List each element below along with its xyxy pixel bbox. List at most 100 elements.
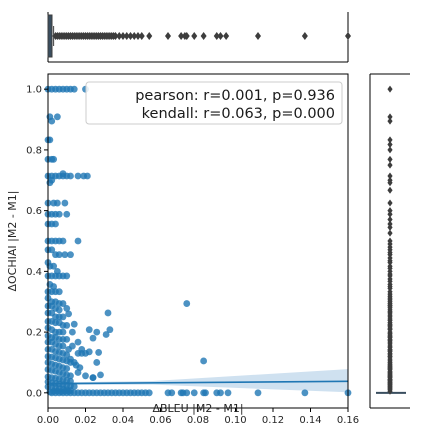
marginal-y-outlier bbox=[387, 85, 393, 93]
regression-line bbox=[47, 380, 349, 385]
correlation-annotation: pearson: r=0.001, p=0.936 kendall: r=0.0… bbox=[85, 81, 343, 125]
marginal-y-boxplot bbox=[376, 85, 406, 395]
scatter-point bbox=[70, 320, 78, 328]
scatter-point bbox=[63, 305, 71, 312]
scatter-point bbox=[63, 335, 71, 343]
scatter-point bbox=[74, 338, 82, 346]
scatter-point bbox=[63, 365, 71, 372]
scatter-point bbox=[82, 349, 89, 357]
scatter-point bbox=[95, 349, 103, 356]
marginal-x-boxplot bbox=[47, 14, 351, 58]
scatter-point bbox=[55, 288, 63, 296]
marginal-y-outlier bbox=[387, 113, 393, 121]
marginal-x-outlier bbox=[165, 32, 171, 40]
marginal-y-outlier bbox=[387, 229, 393, 237]
scatter-point bbox=[145, 389, 153, 397]
x-axis-ticks: 0.00 0.02 0.04 0.06 0.08 0.10 0.12 0.14 0.16 bbox=[37, 408, 359, 423]
x-tick-label: 0.16 bbox=[337, 415, 359, 423]
marginal-y-outlier bbox=[387, 140, 393, 148]
scatter-point bbox=[104, 309, 112, 317]
y-tick-label: 0.6 bbox=[26, 206, 42, 217]
marginal-y-outlier bbox=[387, 223, 393, 231]
scatter-point bbox=[190, 389, 198, 397]
marginal-y-outlier bbox=[387, 207, 393, 215]
scatter-point bbox=[200, 357, 208, 365]
scatter-point bbox=[48, 246, 56, 254]
marginal-x-outlier bbox=[146, 32, 153, 40]
scatter-point bbox=[93, 328, 101, 336]
y-tick-label: 0.0 bbox=[26, 388, 42, 399]
scatter-point bbox=[83, 172, 91, 180]
scatter-point bbox=[72, 361, 80, 369]
marginal-x-outlier bbox=[345, 32, 351, 40]
annotation-pearson: pearson: r=0.001, p=0.936 bbox=[135, 88, 335, 104]
y-tick-label: 0.8 bbox=[26, 145, 42, 156]
y-axis-ticks: 0.0 0.2 0.4 0.6 0.8 1.0 bbox=[26, 85, 48, 399]
y-tick-label: 1.0 bbox=[26, 85, 42, 96]
marginal-x-outlier bbox=[301, 32, 308, 40]
marginal-y-outlier bbox=[387, 172, 393, 180]
x-tick-label: 0.14 bbox=[299, 415, 321, 423]
scatter-point bbox=[301, 389, 309, 397]
scatter-point bbox=[63, 210, 71, 218]
marginal-y-outlier bbox=[387, 215, 393, 223]
marginal-x-outlier bbox=[217, 32, 224, 40]
scatter-point bbox=[50, 283, 58, 290]
marginal-x-outlier bbox=[223, 32, 230, 40]
marginal-y-outlier bbox=[387, 210, 393, 218]
marginal-y-outlier bbox=[387, 146, 393, 154]
scatter-point bbox=[53, 113, 61, 121]
scatter-point bbox=[93, 359, 101, 366]
scatter-point bbox=[67, 172, 74, 180]
scatter-point bbox=[183, 300, 191, 307]
x-tick-label: 0.06 bbox=[149, 415, 171, 423]
scatter-point bbox=[50, 262, 58, 270]
scatter-point bbox=[59, 170, 67, 177]
marginal-y-outlier bbox=[387, 186, 393, 194]
scatter-point bbox=[74, 172, 82, 180]
scatter-points bbox=[44, 85, 352, 397]
scatter-point bbox=[63, 322, 71, 329]
scatter-point bbox=[168, 389, 176, 397]
scatter-point bbox=[68, 342, 76, 350]
marginal-x-outlier bbox=[213, 32, 220, 40]
scatter-point bbox=[67, 372, 74, 380]
scatter-point bbox=[74, 237, 82, 245]
scatter-point bbox=[48, 176, 56, 184]
marginal-y-outlier bbox=[387, 136, 393, 144]
marginal-x-outlier bbox=[183, 32, 190, 40]
marginal-x-outlier bbox=[255, 32, 261, 40]
marginal-y-outlier bbox=[387, 117, 393, 125]
x-axis-label: ΔBLEU |M2 - M1| bbox=[152, 402, 243, 415]
scatter-point bbox=[202, 389, 209, 397]
scatter-point bbox=[52, 220, 59, 228]
scatter-point bbox=[61, 251, 69, 259]
confidence-band-area bbox=[48, 369, 348, 393]
marginal-y-outlier bbox=[387, 179, 393, 187]
marginal-x-outlier bbox=[138, 32, 145, 40]
y-tick-label: 0.4 bbox=[26, 267, 42, 278]
scatter-point bbox=[70, 85, 78, 93]
marginal-x-outlier bbox=[123, 32, 130, 40]
scatter-point bbox=[183, 389, 191, 397]
x-tick-label: 0.02 bbox=[74, 415, 96, 423]
scatter-point bbox=[55, 210, 63, 218]
marginal-x-outlier bbox=[135, 32, 141, 40]
scatter-point bbox=[97, 371, 104, 379]
scatter-point bbox=[59, 300, 67, 307]
x-tick-label: 0.10 bbox=[224, 415, 246, 423]
y-tick-label: 0.2 bbox=[26, 328, 42, 339]
x-tick-label: 0.00 bbox=[37, 415, 59, 423]
scatter-point bbox=[65, 387, 73, 395]
scatter-point bbox=[59, 237, 67, 245]
regression-confidence-band bbox=[48, 369, 348, 393]
scatter-point bbox=[89, 374, 97, 382]
scatter-point bbox=[68, 328, 76, 336]
marginal-x-outlier bbox=[127, 32, 134, 40]
regression-line-path bbox=[47, 380, 349, 385]
marginal-x-outlier bbox=[116, 32, 123, 40]
scatter-point bbox=[65, 310, 73, 318]
annotation-box bbox=[85, 81, 343, 125]
scatter-point bbox=[55, 306, 63, 314]
